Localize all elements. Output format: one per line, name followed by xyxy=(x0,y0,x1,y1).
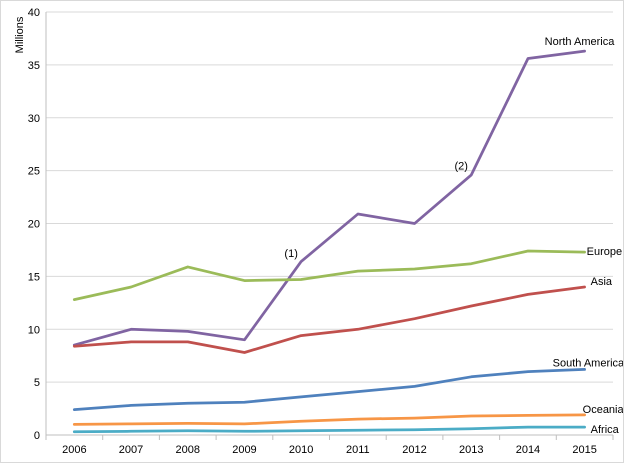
x-tick-label: 2009 xyxy=(232,444,256,456)
annotation-label: (1) xyxy=(284,248,297,260)
series-line-asia xyxy=(72,285,586,354)
x-tick-label: 2008 xyxy=(176,444,200,456)
series-label-africa: Africa xyxy=(591,424,620,436)
y-tick-label: 25 xyxy=(28,166,40,178)
annotations: (1) (2) xyxy=(284,160,468,260)
x-tick-label: 2014 xyxy=(516,444,540,456)
x-tick-label: 2007 xyxy=(119,444,143,456)
annotation-label: (2) xyxy=(455,160,468,172)
series-line-north-america xyxy=(72,49,586,347)
y-tick-label: 15 xyxy=(28,271,40,283)
y-tick-label: 10 xyxy=(28,324,40,336)
x-tick-label: 2006 xyxy=(62,444,86,456)
x-tick-label: 2010 xyxy=(289,444,313,456)
y-tick-label: 35 xyxy=(28,60,40,72)
y-tick-label: 0 xyxy=(34,430,40,442)
x-tick-labels: 2006 2007 2008 2009 2010 2011 2012 2013 2014 2015 xyxy=(62,444,597,456)
series-line-europe xyxy=(72,249,586,301)
series-label-south-america: South America xyxy=(553,357,623,369)
y-axis-title: Millions xyxy=(14,16,26,53)
series-line-africa xyxy=(72,425,586,434)
axes xyxy=(45,12,614,440)
y-tick-label: 20 xyxy=(28,219,40,231)
x-tick-label: 2012 xyxy=(402,444,426,456)
x-tick-label: 2011 xyxy=(346,444,370,456)
y-tick-label: 30 xyxy=(28,113,40,125)
series-label-asia: Asia xyxy=(591,276,613,288)
series-lines xyxy=(72,49,586,434)
y-tick-labels: 0 5 10 15 20 25 30 35 40 xyxy=(28,7,40,442)
y-tick-label: 40 xyxy=(28,7,40,19)
y-tick-label: 5 xyxy=(34,377,40,389)
x-tick-label: 2013 xyxy=(459,444,483,456)
series-label-europe: Europe xyxy=(587,246,622,258)
series-line-oceania xyxy=(72,413,586,426)
series-labels: North America Europe Asia South America Ocea… xyxy=(545,36,623,436)
gridlines xyxy=(46,11,613,383)
series-line-south-america xyxy=(72,368,586,411)
x-tick-label: 2015 xyxy=(572,444,596,456)
series-label-north-america: North America xyxy=(545,36,616,48)
series-label-oceania: Oceania xyxy=(583,404,623,416)
